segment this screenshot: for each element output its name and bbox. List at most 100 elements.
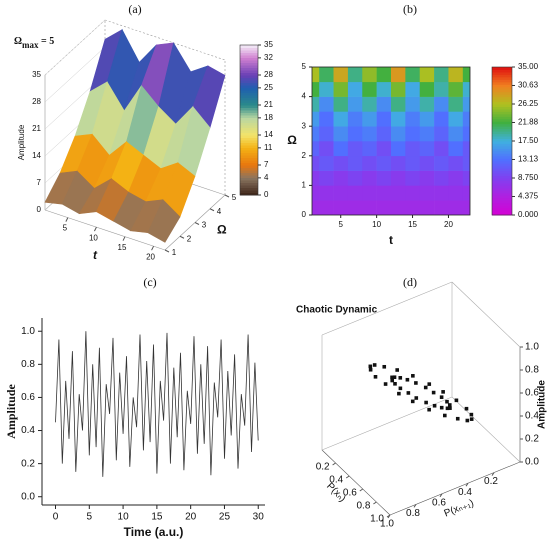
colorbar-segment (240, 97, 258, 101)
colorbar-segment (240, 127, 258, 131)
colorbar-segment (492, 160, 512, 164)
heatmap-cell (312, 200, 320, 215)
box-edge (321, 281, 453, 336)
colorbar-segment (240, 85, 258, 88)
x-axis-label: Time (a.u.) (124, 525, 184, 539)
heatmap-cell (419, 170, 435, 186)
heatmap-cell (405, 185, 421, 201)
x-axis-label: t (389, 233, 393, 247)
scatter-point (441, 390, 445, 394)
colorbar-segment (492, 180, 512, 184)
colorbar-segment (492, 158, 512, 162)
heatmap-cell (462, 170, 470, 186)
colorbar-segment (240, 155, 258, 158)
x-tick-label: 5 (63, 224, 68, 233)
colorbar-segment (492, 212, 512, 216)
colorbar-segment (492, 81, 512, 85)
colorbar-segment (240, 142, 258, 146)
y-tick (332, 462, 336, 466)
x-tick (491, 472, 495, 476)
heatmap-cell (419, 185, 435, 201)
y-tick-label: 0.2 (316, 462, 330, 473)
heatmap-cell (362, 67, 377, 83)
x-tick-label: 5 (339, 220, 344, 229)
colorbar-segment (240, 177, 258, 181)
heatmap-cell (312, 155, 320, 171)
z-tick-label: 0.8 (525, 365, 539, 376)
x-tick-label: 15 (408, 220, 417, 229)
colorbar-segment (492, 145, 512, 149)
x-tick (93, 226, 97, 232)
heatmap-cell (405, 67, 421, 83)
grid-line (44, 46, 106, 103)
colorbar-segment (240, 55, 258, 58)
y-tick (194, 222, 200, 225)
colorbar-segment (240, 110, 258, 113)
colorbar-segment (492, 150, 512, 154)
heatmap-cell (391, 81, 406, 97)
z-tick-label: 28 (32, 97, 41, 106)
colorbar-segment (240, 47, 258, 51)
box-edge (451, 396, 521, 463)
colorbar-segment (492, 123, 512, 127)
scatter-point (469, 417, 474, 421)
y-tick-label: 5 (302, 62, 307, 71)
colorbar-segment (492, 170, 512, 174)
panel-label: (c) (143, 275, 156, 289)
colorbar-segment (492, 113, 512, 117)
heatmap-cell (434, 155, 449, 171)
y-tick-label: 0 (302, 210, 307, 219)
heatmap-cell (434, 170, 449, 186)
heatmap-cell (347, 96, 363, 112)
z-tick-label: 0.6 (525, 388, 539, 399)
heatmap-cell (434, 200, 449, 215)
y-tick-label: 1 (172, 248, 177, 257)
colorbar-segment (492, 148, 512, 152)
scatter-point (427, 407, 431, 412)
colorbar-segment (240, 105, 258, 108)
y-tick-label: 2 (187, 234, 192, 243)
x-tick (413, 504, 417, 508)
heatmap-cell (362, 155, 377, 171)
colorbar-label: 0.000 (518, 210, 539, 219)
heatmap-cell (448, 111, 464, 127)
scatter-point (405, 377, 410, 382)
y-axis-label: Ω (287, 133, 297, 147)
scatter-point (397, 391, 401, 396)
heatmap-cell (333, 155, 349, 171)
heatmap-cell (347, 111, 363, 127)
heatmap-cell (391, 200, 406, 215)
scatter-point (443, 413, 447, 418)
heatmap-cell (419, 200, 435, 215)
scatter-point (414, 396, 419, 400)
x-tick-label: 0.6 (432, 497, 446, 508)
heatmap-cell (448, 96, 464, 112)
colorbar-segment (492, 207, 512, 211)
y-tick (359, 488, 364, 492)
colorbar-segment (492, 182, 512, 186)
colorbar-segment (240, 192, 258, 196)
x-tick (439, 493, 443, 498)
colorbar-segment (240, 52, 258, 56)
colorbar-segment (240, 80, 258, 83)
heatmap-cell (319, 96, 334, 112)
box-edge (451, 281, 521, 348)
scatter-point (372, 363, 377, 367)
heatmap-cell (312, 141, 320, 157)
heatmap-cell (391, 185, 406, 201)
colorbar-segment (492, 94, 512, 98)
colorbar-segment (240, 107, 258, 111)
box-edge (104, 19, 226, 61)
colorbar-segment (492, 76, 512, 80)
x-tick-label: 15 (151, 512, 163, 523)
heatmap-cell (405, 170, 421, 186)
x-axis-label: t (93, 248, 98, 262)
colorbar-label: 17.50 (518, 136, 539, 145)
colorbar-segment (492, 71, 512, 75)
colorbar-label: 25 (264, 83, 273, 92)
heatmap-cell (462, 185, 470, 201)
colorbar-label: 14 (264, 130, 273, 139)
colorbar-segment (240, 67, 258, 71)
heatmap-cell (448, 185, 464, 201)
colorbar-segment (492, 86, 512, 90)
